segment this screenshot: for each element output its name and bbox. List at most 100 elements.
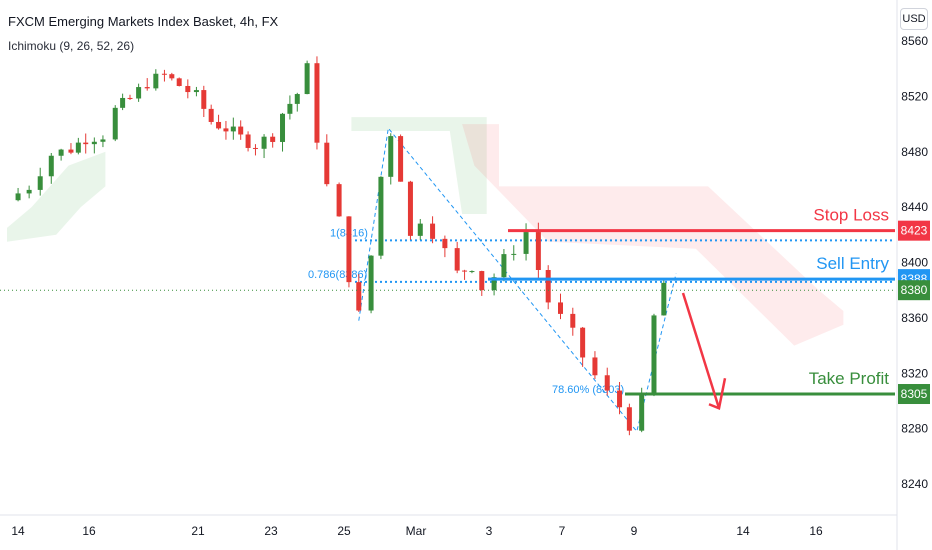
candle-body (245, 134, 251, 148)
candle-body (230, 126, 236, 132)
current-price-tag (898, 280, 930, 301)
candle-body (216, 121, 222, 129)
candle-body (604, 375, 610, 391)
candle-body (294, 94, 300, 104)
level-label: Take Profit (809, 369, 890, 388)
candle-body (545, 269, 551, 303)
x-tick-label: 23 (264, 524, 278, 538)
x-tick-label: 16 (82, 524, 96, 538)
candle-body (661, 282, 667, 316)
chart-title: FXCM Emerging Markets Index Basket, 4h, … (8, 14, 279, 29)
indicator-label[interactable]: Ichimoku (9, 26, 52, 26) (8, 39, 135, 53)
projection-arrow-head (708, 378, 727, 410)
currency-button[interactable]: USD (900, 8, 928, 30)
candle-body (617, 390, 623, 408)
candle-body (201, 90, 207, 109)
candle-body (626, 407, 632, 431)
y-tick-label: 8400 (901, 256, 928, 270)
x-tick-label: 3 (486, 524, 493, 538)
y-tick-label: 8520 (901, 89, 928, 103)
candle-body (523, 232, 529, 254)
candle-body (324, 142, 330, 185)
candle-body (336, 184, 342, 217)
candle-body (270, 136, 276, 142)
candle-body (398, 136, 404, 182)
candle-body (127, 97, 133, 99)
level-label: Sell Entry (816, 254, 889, 273)
x-tick-label: 25 (337, 524, 351, 538)
candle-body (356, 282, 362, 311)
candle-body (501, 254, 507, 278)
candle-body (252, 147, 258, 149)
candle-body (462, 270, 468, 272)
candle-body (280, 113, 286, 142)
candle-body (479, 271, 485, 291)
candle-body (193, 90, 199, 93)
y-tick-label: 8360 (901, 311, 928, 325)
candle-body (430, 223, 436, 239)
y-tick-label: 8280 (901, 422, 928, 436)
level-price-text: 8305 (901, 387, 928, 401)
candle-body (37, 176, 43, 190)
candle-body (639, 394, 645, 431)
candle-body (48, 155, 54, 177)
x-tick-label: 21 (191, 524, 205, 538)
projection-arrow-shaft (681, 292, 721, 409)
candle-body (304, 63, 310, 95)
candle-body (261, 136, 267, 149)
candle-body (112, 107, 118, 140)
y-tick-label: 8440 (901, 200, 928, 214)
level-label: Stop Loss (813, 206, 889, 225)
candle-body (58, 149, 64, 156)
candle-body (314, 63, 320, 143)
candle-body (368, 255, 374, 311)
candle-body (417, 223, 423, 236)
x-tick-label: 7 (559, 524, 566, 538)
candle-body (570, 313, 576, 328)
fib-label: 0.786(8386) (308, 269, 367, 281)
candle-body (15, 193, 21, 201)
fib-label: 78.60% (8303) (552, 384, 624, 396)
candle-body (223, 128, 229, 132)
candle-body (407, 181, 413, 236)
candle-body (535, 232, 541, 270)
y-tick-label: 8320 (901, 366, 928, 380)
cloud-bearish (462, 124, 844, 346)
candle-body (346, 216, 352, 283)
candle-body (238, 126, 244, 135)
x-tick-label: 14 (11, 524, 25, 538)
candle-body (83, 142, 89, 145)
candle-body (153, 73, 159, 89)
candle-body (144, 87, 150, 89)
y-tick-label: 8480 (901, 145, 928, 159)
level-price-text: 8423 (901, 224, 928, 238)
candle-body (136, 87, 142, 99)
candle-body (185, 85, 191, 93)
candle-body (442, 238, 448, 249)
candle-body (26, 189, 32, 194)
candle-body (388, 136, 394, 177)
level-price-tag (898, 220, 930, 241)
candles (15, 56, 667, 436)
candle-body (558, 302, 563, 314)
level-price-tag (898, 384, 930, 405)
y-tick-label: 8560 (901, 34, 928, 48)
candle-body (100, 139, 106, 142)
candle-body (378, 176, 384, 256)
candle-body (176, 78, 182, 86)
candle-body (169, 74, 175, 79)
candle-body (120, 97, 126, 108)
current-price-text: 8380 (901, 283, 928, 297)
cloud-bullish-early (7, 151, 106, 242)
x-tick-label: 16 (809, 524, 823, 538)
candle-body (469, 271, 475, 273)
candle-body (68, 149, 74, 153)
candle-body (208, 108, 214, 122)
y-tick-label: 8240 (901, 477, 928, 491)
x-tick-label: Mar (406, 524, 427, 538)
candle-body (592, 357, 598, 376)
candle-body (161, 73, 167, 75)
